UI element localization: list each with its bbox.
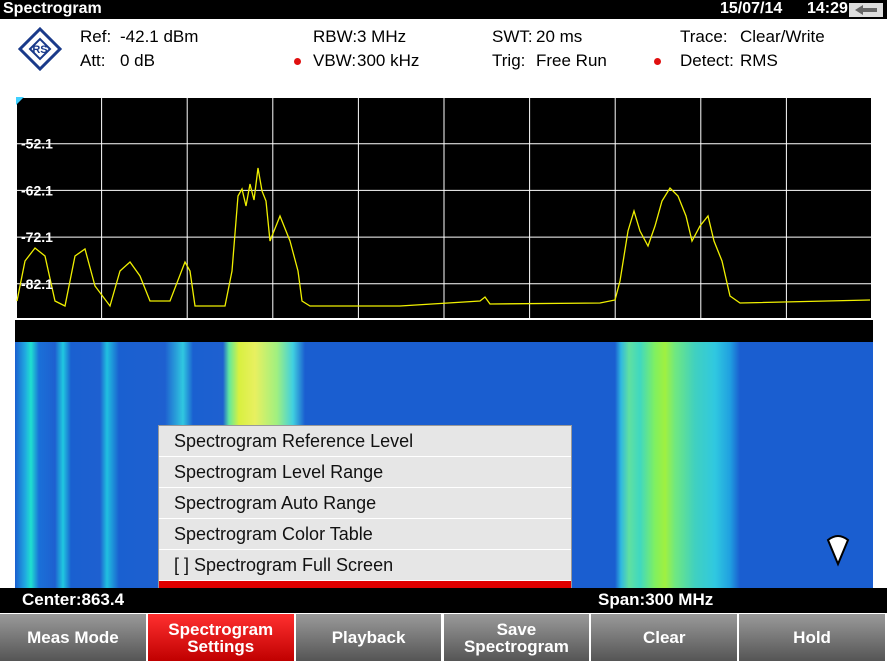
menu-item[interactable]: Spectrogram Level Range bbox=[159, 457, 571, 488]
logo: RS bbox=[18, 27, 62, 71]
field-value: 20 ms bbox=[536, 27, 583, 46]
softkey[interactable]: Save Spectrogram bbox=[443, 614, 592, 661]
field-label: Detect: bbox=[680, 51, 734, 70]
date: 15/07/14 bbox=[720, 0, 783, 17]
level-label: -62.1 bbox=[21, 182, 53, 198]
status-bar: Center:863.4 Span:300 MHz bbox=[0, 588, 887, 613]
menu-item[interactable]: [ ] Spectrogram Full Screen bbox=[159, 550, 571, 581]
menu-item[interactable]: Spectrogram Reference Level bbox=[159, 426, 571, 457]
field-value: 300 kHz bbox=[357, 51, 420, 70]
battery-icon bbox=[849, 3, 883, 17]
svg-text:RS: RS bbox=[32, 44, 47, 56]
field-label: Trig: bbox=[492, 51, 526, 70]
field-label: RBW: bbox=[313, 27, 358, 46]
menu-item[interactable]: Spectrogram Auto Range bbox=[159, 488, 571, 519]
softkey[interactable]: Spectrogram Settings bbox=[147, 614, 296, 661]
level-label: -52.1 bbox=[21, 136, 53, 152]
field-label: Att: bbox=[80, 51, 106, 70]
field-label: Trace: bbox=[680, 27, 728, 46]
level-label: -72.1 bbox=[21, 229, 53, 245]
softkey[interactable]: Hold bbox=[739, 614, 887, 661]
marker-icon bbox=[826, 535, 850, 567]
title: Spectrogram bbox=[3, 0, 102, 17]
softkey[interactable]: Clear bbox=[591, 614, 740, 661]
field-value: Clear/Write bbox=[740, 27, 825, 46]
time: 14:29 bbox=[807, 0, 848, 17]
coupled-indicator bbox=[654, 58, 661, 65]
field-value: Free Run bbox=[536, 51, 607, 70]
softkey[interactable]: Meas Mode bbox=[0, 614, 148, 661]
field-value: -42.1 dBm bbox=[120, 27, 199, 46]
spectrum-graph: -52.1 -62.1 -72.1 -82.1 bbox=[15, 96, 873, 342]
center-frequency: Center:863.4 bbox=[22, 590, 125, 609]
field-value: RMS bbox=[740, 51, 778, 70]
softkey-bar: Meas Mode Spectrogram Settings Playback Sav… bbox=[0, 613, 887, 661]
span: Span:300 MHz bbox=[598, 590, 714, 609]
coupled-indicator bbox=[294, 58, 301, 65]
header: RS Ref: -42.1 dBm RBW: 3 MHz SWT: 20 ms Trace:… bbox=[0, 19, 887, 95]
menu-item[interactable]: Spectrogram Color Table bbox=[159, 519, 571, 550]
field-value: 3 MHz bbox=[357, 27, 407, 46]
level-label: -82.1 bbox=[21, 276, 53, 292]
field-label: Ref: bbox=[80, 27, 112, 46]
context-menu: Spectrogram Reference Level Spectrogram L… bbox=[158, 425, 572, 613]
field-value: 0 dB bbox=[120, 51, 155, 70]
title-bar: Spectrogram 15/07/14 14:29 bbox=[0, 0, 887, 19]
field-label: VBW: bbox=[313, 51, 357, 70]
softkey[interactable]: Playback bbox=[295, 614, 444, 661]
field-label: SWT: bbox=[492, 27, 533, 46]
